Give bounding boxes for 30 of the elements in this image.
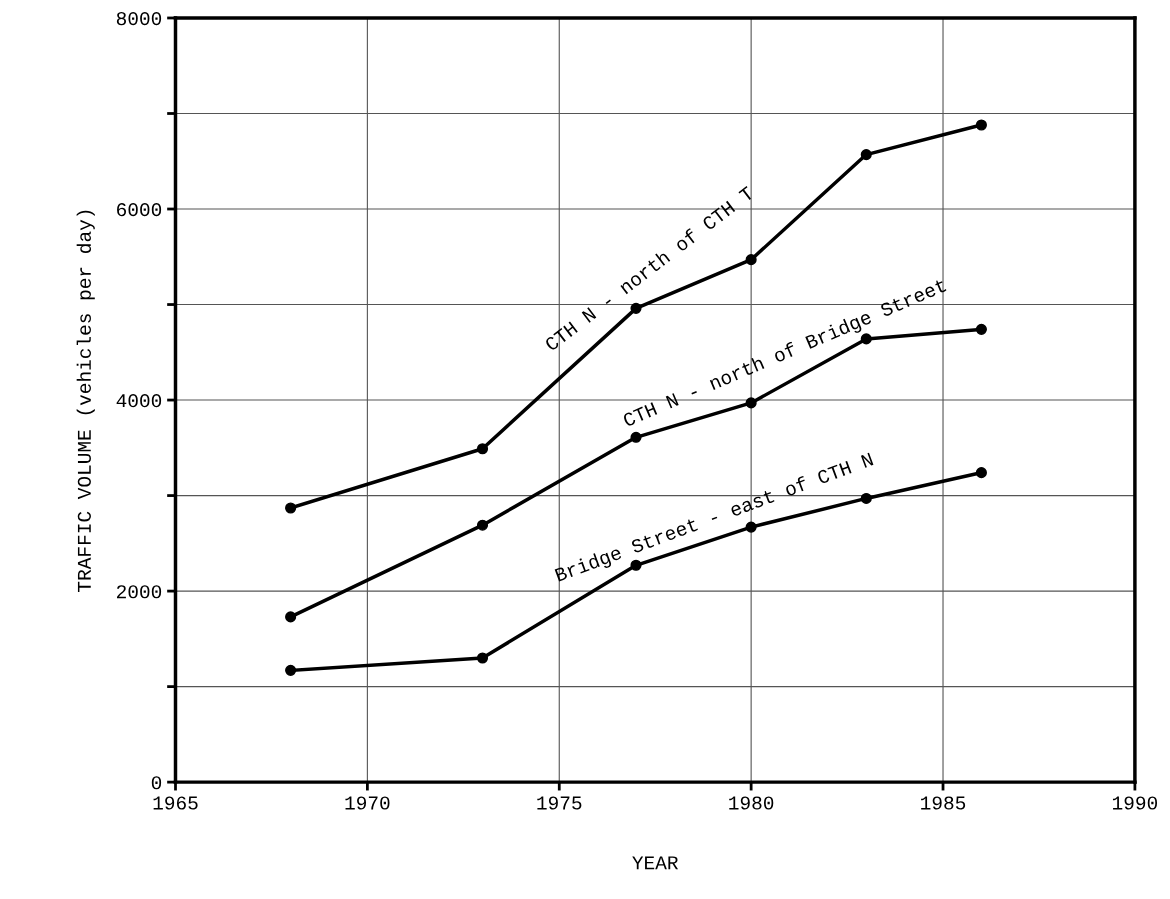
point (630, 302, 642, 314)
point (285, 611, 297, 623)
x-axis-title: YEAR (632, 856, 679, 870)
point (285, 502, 297, 514)
point (975, 467, 987, 479)
point (630, 559, 642, 571)
point (975, 119, 987, 131)
point (285, 664, 297, 676)
point (476, 519, 489, 531)
point (630, 431, 642, 443)
point (975, 323, 987, 335)
y-tick-label: 8000 (116, 12, 162, 26)
x-tick-label: 1980 (729, 796, 774, 810)
point (476, 652, 489, 664)
y-axis-title: TRAFFIC VOLUME (vehicles per day) (76, 210, 95, 592)
x-tick-label: 1970 (345, 796, 390, 810)
x-tick-label: 1990 (1112, 796, 1158, 810)
y-tick-label: 0 (151, 776, 162, 790)
y-tick-label: 4000 (116, 394, 162, 408)
point (745, 254, 757, 266)
x-tick-label: 1965 (153, 796, 198, 810)
point (745, 397, 757, 409)
y-tick-label: 6000 (117, 203, 162, 217)
x-tick-label: 1975 (537, 796, 582, 810)
point (860, 149, 872, 161)
point (476, 443, 489, 455)
x-tick-label: 1985 (921, 796, 966, 810)
point (745, 521, 757, 533)
point (860, 492, 872, 504)
y-tick-label: 2000 (116, 585, 162, 599)
